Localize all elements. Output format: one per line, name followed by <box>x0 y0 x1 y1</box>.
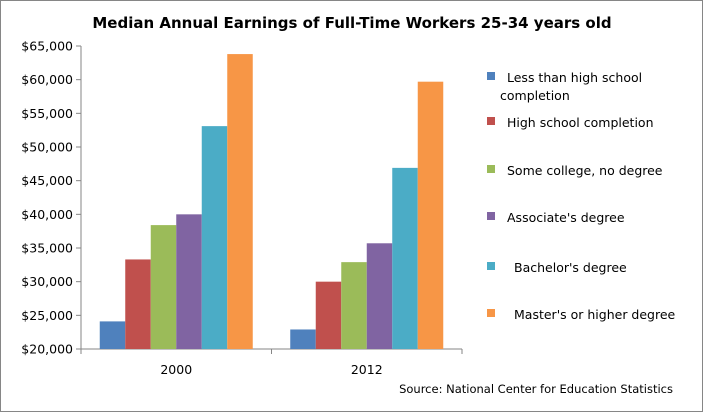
x-axis: 2000 2012 <box>80 348 463 377</box>
legend-swatch <box>487 309 495 317</box>
y-tick-label: $50,000 <box>21 140 73 155</box>
legend-swatch <box>487 72 495 80</box>
bar <box>227 54 253 350</box>
bar <box>99 321 126 349</box>
y-tick-label: $55,000 <box>21 106 73 121</box>
bars <box>99 54 444 350</box>
y-tick-label: $45,000 <box>21 173 73 188</box>
legend-label: Less than high school <box>507 70 642 85</box>
y-tick-label: $40,000 <box>21 207 73 222</box>
y-tick-label: $60,000 <box>21 72 73 87</box>
bar <box>341 262 367 349</box>
legend: Less than high school completion High scho… <box>487 70 676 322</box>
y-tick-label: $20,000 <box>21 342 73 357</box>
x-tick-label: 2012 <box>351 362 383 377</box>
x-tick-label: 2000 <box>160 362 192 377</box>
legend-label: completion <box>500 88 570 103</box>
legend-swatch <box>487 165 495 173</box>
bar <box>201 126 228 349</box>
legend-label: Associate's degree <box>507 210 625 225</box>
legend-label: Some college, no degree <box>507 163 663 178</box>
bar <box>290 329 316 349</box>
bar <box>150 225 177 349</box>
y-tick-label: $65,000 <box>21 39 73 54</box>
y-tick-label: $30,000 <box>21 274 73 289</box>
bar <box>315 281 342 349</box>
bar <box>176 214 202 349</box>
y-tick-label: $25,000 <box>21 308 73 323</box>
bar <box>417 81 444 349</box>
chart-title: Median Annual Earnings of Full-Time Work… <box>92 14 611 32</box>
y-axis: $20,000 $25,000 $30,000 $35,000 $40,000 $45,0… <box>21 39 82 357</box>
legend-swatch <box>487 262 495 270</box>
legend-swatch <box>487 212 495 220</box>
bar <box>392 167 418 349</box>
bar <box>125 259 151 349</box>
bar <box>366 243 393 349</box>
legend-label: Bachelor's degree <box>514 260 627 275</box>
legend-swatch <box>487 117 495 125</box>
legend-label: High school completion <box>507 115 654 130</box>
legend-label: Master's or higher degree <box>514 307 676 322</box>
y-tick-label: $35,000 <box>21 241 73 256</box>
source-note: Source: National Center for Education St… <box>399 382 673 396</box>
